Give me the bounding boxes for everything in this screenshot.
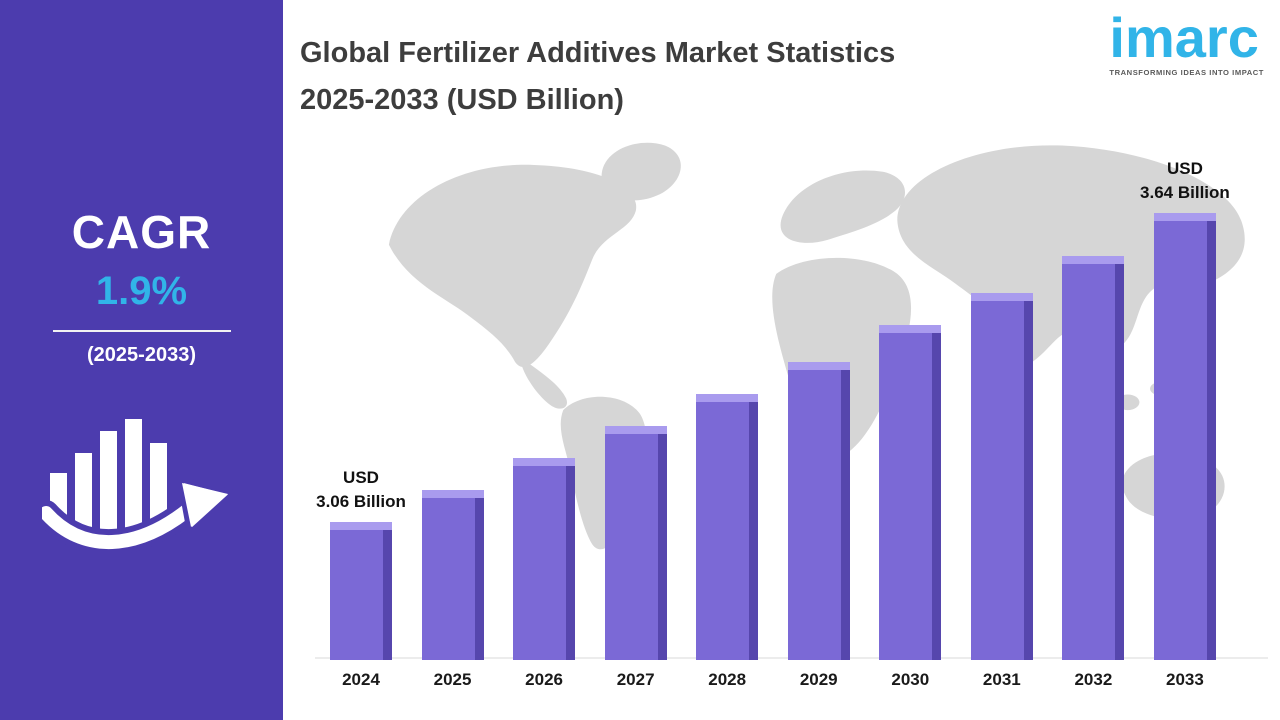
- bar-year-label: 2032: [1074, 670, 1113, 689]
- bar-value-label: USD 3.64 Billion: [1140, 158, 1230, 203]
- cagr-period: (2025-2033): [87, 344, 196, 366]
- bar-group: 2032: [1062, 256, 1125, 690]
- bar-group: 2028: [696, 394, 759, 690]
- bar-year-label: 2029: [799, 670, 838, 689]
- cagr-label: CAGR: [71, 206, 212, 258]
- bar-2029: [787, 362, 850, 660]
- bar-group: 2027: [604, 426, 667, 690]
- bar-group: 2031: [970, 293, 1033, 690]
- bar-year-label: 2026: [525, 670, 563, 689]
- bar-2032: [1062, 256, 1125, 660]
- divider: [52, 330, 231, 332]
- bar-2024: USD 3.06 Billion: [316, 468, 406, 660]
- chart-title-line2: 2025-2033 (USD Billion): [300, 83, 624, 116]
- bar-value-label: USD 3.06 Billion: [316, 467, 406, 512]
- sidebar: CAGR 1.9% (2025-2033): [0, 0, 283, 720]
- bar-2027: [604, 426, 667, 660]
- imarc-logo-text: imarc: [1109, 6, 1259, 69]
- bar-group: 2026: [513, 458, 576, 690]
- bar-2033: USD 3.64 Billion: [1140, 159, 1230, 660]
- imarc-logo-tagline: TRANSFORMING IDEAS INTO IMPACT: [1109, 68, 1264, 77]
- bar-group: 2025: [421, 490, 484, 690]
- bar-group: 2030: [879, 325, 942, 690]
- bar-year-label: 2024: [342, 670, 380, 689]
- bar-group: USD 3.06 Billion 2024: [316, 468, 406, 690]
- imarc-logo: imarc TRANSFORMING IDEAS INTO IMPACT: [1109, 6, 1264, 78]
- bar-2026: [513, 458, 576, 660]
- bar-year-label: 2028: [708, 670, 747, 689]
- chart-title-line1: Global Fertilizer Additives Market Stati…: [300, 37, 896, 69]
- bar-year-label: 2027: [616, 670, 655, 689]
- bar-group: 2029: [787, 362, 850, 690]
- bar-group: USD 3.64 Billion 2033: [1140, 159, 1230, 690]
- bar-2028: [696, 394, 759, 660]
- bar-2030: [879, 325, 942, 660]
- bar-year-label: 2031: [982, 670, 1021, 689]
- chart-title: Global Fertilizer Additives Market Stati…: [300, 30, 1100, 124]
- bar-year-label: 2033: [1166, 670, 1204, 689]
- growth-chart-icon: [32, 401, 242, 561]
- bar-chart: USD 3.06 Billion 2024 2025 2026 2027 2028 2029 2…: [316, 159, 1230, 690]
- bar-year-label: 2025: [433, 670, 472, 689]
- cagr-value: 1.9%: [95, 269, 188, 313]
- bar-2031: [970, 293, 1033, 660]
- bar-year-label: 2030: [891, 670, 930, 689]
- bar-2025: [421, 490, 484, 660]
